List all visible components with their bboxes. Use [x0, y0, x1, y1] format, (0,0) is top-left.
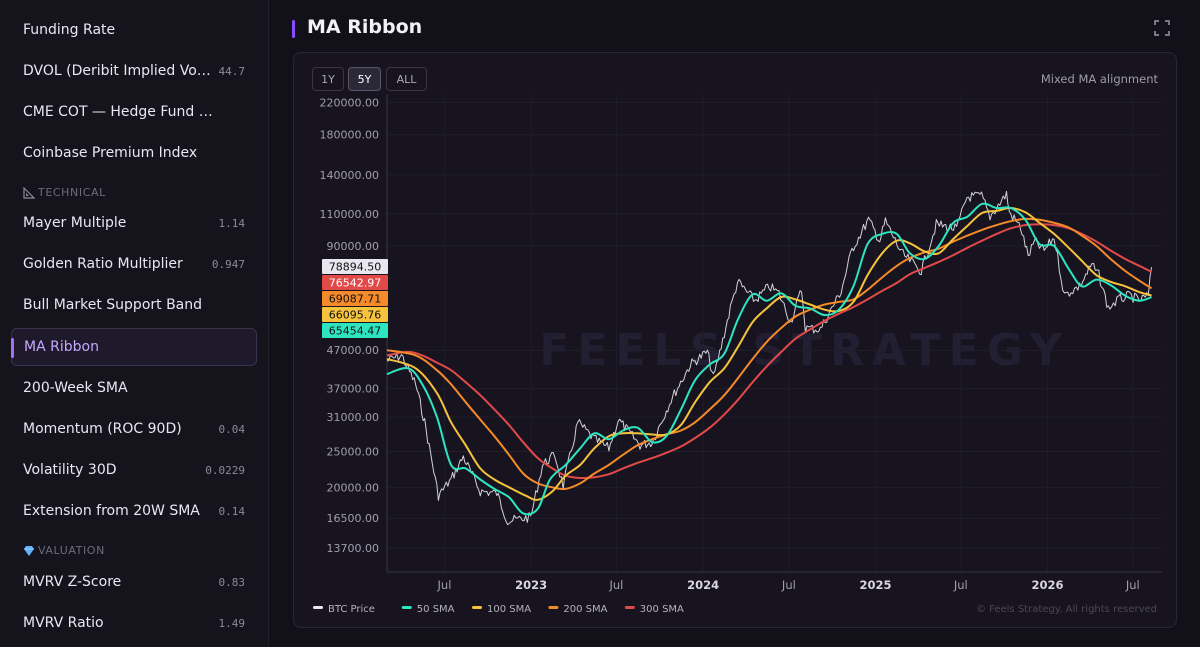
sidebar-item-momentum[interactable]: Momentum (ROC 90D) 0.04	[11, 410, 257, 448]
legend-swatch	[313, 606, 323, 609]
expand-icon[interactable]	[1154, 20, 1170, 36]
legend-swatch	[401, 606, 412, 609]
x-tick-label: 2025	[860, 578, 892, 592]
y-tick-label: 47000.00	[327, 344, 380, 357]
legend-label: BTC Price	[328, 604, 375, 615]
sidebar-item-mvrv-z-score[interactable]: MVRV Z-Score 0.83	[11, 563, 257, 601]
section-valuation: VALUATION	[23, 544, 105, 557]
y-tick-label: 140000.00	[320, 169, 380, 182]
legend-swatch	[548, 606, 559, 609]
y-tick-label: 180000.00	[320, 129, 380, 142]
x-tick-label: Jul	[953, 578, 968, 592]
price-tag-label: 65454.47	[329, 325, 382, 338]
sidebar-item-value: 44.7	[218, 64, 246, 78]
price-tag-label: 78894.50	[329, 261, 382, 274]
legend-label: 100 SMA	[487, 604, 531, 615]
range-all-button[interactable]: ALL	[386, 67, 427, 91]
section-label: VALUATION	[38, 544, 105, 557]
x-tick-label: Jul	[781, 578, 796, 592]
sidebar-item-mayer-multiple[interactable]: Mayer Multiple 1.14	[11, 204, 257, 242]
sidebar: Funding Rate DVOL (Deribit Implied Volat…	[0, 0, 269, 647]
sidebar-item-value: 0.947	[211, 257, 245, 271]
series-line-50-sma	[386, 202, 1152, 516]
copyright-text: © Feels Strategy. All rights reserved	[976, 604, 1157, 615]
price-tag-label: 69087.71	[329, 293, 382, 306]
ruler-triangle-icon	[23, 186, 35, 199]
range-5y-button[interactable]: 5Y	[348, 67, 381, 91]
price-tag-box	[322, 307, 388, 322]
y-tick-label: 31000.00	[327, 411, 380, 424]
sidebar-item-value: 0.83	[218, 575, 246, 589]
y-tick-label: 16500.00	[327, 512, 380, 525]
gem-icon	[24, 545, 34, 556]
sidebar-item-dvol[interactable]: DVOL (Deribit Implied Volatil... 44.7	[11, 52, 257, 90]
section-label: TECHNICAL	[38, 186, 106, 199]
range-1y-button[interactable]: 1Y	[312, 67, 344, 91]
price-tag-box	[322, 323, 388, 338]
sidebar-item-value: 0.14	[218, 504, 246, 518]
x-tick-label: 2024	[687, 578, 719, 592]
sidebar-item-volatility-30d[interactable]: Volatility 30D 0.0229	[11, 451, 257, 489]
series-line-300-sma	[386, 223, 1153, 480]
page-title: MA Ribbon	[307, 16, 423, 38]
legend-label: 50 SMA	[417, 604, 455, 615]
y-tick-label: 13700.00	[327, 542, 380, 555]
sidebar-item-value: 1.14	[218, 216, 246, 230]
price-tag-box	[322, 259, 388, 274]
x-tick-label: 2026	[1032, 578, 1064, 592]
sidebar-item-ma-ribbon[interactable]: MA Ribbon	[11, 328, 257, 366]
x-tick-label: Jul	[1125, 578, 1140, 592]
price-tag-label: 76542.97	[329, 277, 382, 290]
x-tick-label: Jul	[608, 578, 623, 592]
sidebar-item-value: 0.0229	[205, 463, 245, 477]
series-line-100-sma	[386, 206, 1152, 501]
price-tag-box	[322, 275, 388, 290]
section-technical: TECHNICAL	[23, 186, 106, 199]
y-tick-label: 25000.00	[327, 446, 380, 459]
x-tick-label: 2023	[515, 578, 547, 592]
price-tag-label: 66095.76	[329, 309, 382, 322]
series-line-200-sma	[386, 217, 1153, 491]
y-tick-label: 20000.00	[327, 481, 380, 494]
legend-label: 200 SMA	[563, 604, 607, 615]
sidebar-item-value: 0.04	[218, 422, 246, 436]
price-tag-box	[322, 291, 388, 306]
sidebar-item-extension-20w[interactable]: Extension from 20W SMA 0.14	[11, 492, 257, 530]
y-tick-label: 90000.00	[327, 240, 380, 253]
sidebar-item-value: 1.49	[218, 616, 246, 630]
y-tick-label: 37000.00	[327, 383, 380, 396]
x-tick-label: Jul	[437, 578, 452, 592]
legend-swatch	[472, 606, 482, 609]
ma-alignment-status: Mixed MA alignment	[1040, 72, 1158, 86]
chart-panel	[293, 52, 1177, 628]
sidebar-item-golden-ratio[interactable]: Golden Ratio Multiplier 0.947	[11, 245, 257, 283]
title-accent-bar	[292, 20, 295, 38]
legend-label: 300 SMA	[640, 604, 684, 615]
y-tick-label: 220000.00	[320, 97, 380, 110]
sidebar-item-mvrv-ratio[interactable]: MVRV Ratio 1.49	[11, 604, 257, 642]
series-line-btc-price	[386, 190, 1153, 526]
y-tick-label: 110000.00	[320, 208, 380, 221]
legend-swatch	[624, 606, 635, 609]
